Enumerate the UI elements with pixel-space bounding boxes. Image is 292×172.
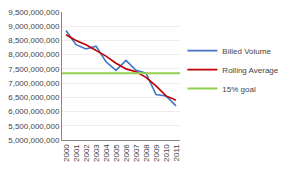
svg-text:7,000,000,000: 7,000,000,000: [8, 79, 60, 88]
svg-text:6,000,000,000: 6,000,000,000: [8, 107, 60, 116]
svg-text:6,500,000,000: 6,500,000,000: [8, 93, 60, 102]
svg-text:8,000,000,000: 8,000,000,000: [8, 50, 60, 59]
svg-text:2003: 2003: [92, 144, 101, 162]
svg-text:2008: 2008: [142, 144, 151, 162]
svg-text:2000: 2000: [62, 144, 71, 162]
svg-text:2006: 2006: [122, 144, 131, 162]
svg-text:2001: 2001: [72, 144, 81, 162]
svg-text:7,500,000,000: 7,500,000,000: [8, 65, 60, 74]
svg-text:5,500,000,000: 5,500,000,000: [8, 122, 60, 131]
svg-text:2009: 2009: [152, 144, 161, 162]
svg-text:2005: 2005: [112, 144, 121, 162]
svg-text:2007: 2007: [132, 144, 141, 162]
svg-text:9,500,000,000: 9,500,000,000: [8, 8, 60, 17]
svg-text:2010: 2010: [162, 144, 171, 162]
svg-text:2011: 2011: [172, 144, 181, 162]
svg-text:15% goal: 15% goal: [222, 85, 256, 94]
svg-text:5,000,000,000: 5,000,000,000: [8, 136, 60, 145]
svg-text:9,000,000,000: 9,000,000,000: [8, 22, 60, 31]
svg-text:8,500,000,000: 8,500,000,000: [8, 36, 60, 45]
svg-text:2004: 2004: [102, 144, 111, 162]
svg-text:2002: 2002: [82, 144, 91, 162]
svg-text:Billed Volume: Billed Volume: [222, 47, 271, 56]
svg-text:Rolling Average: Rolling Average: [222, 66, 278, 75]
